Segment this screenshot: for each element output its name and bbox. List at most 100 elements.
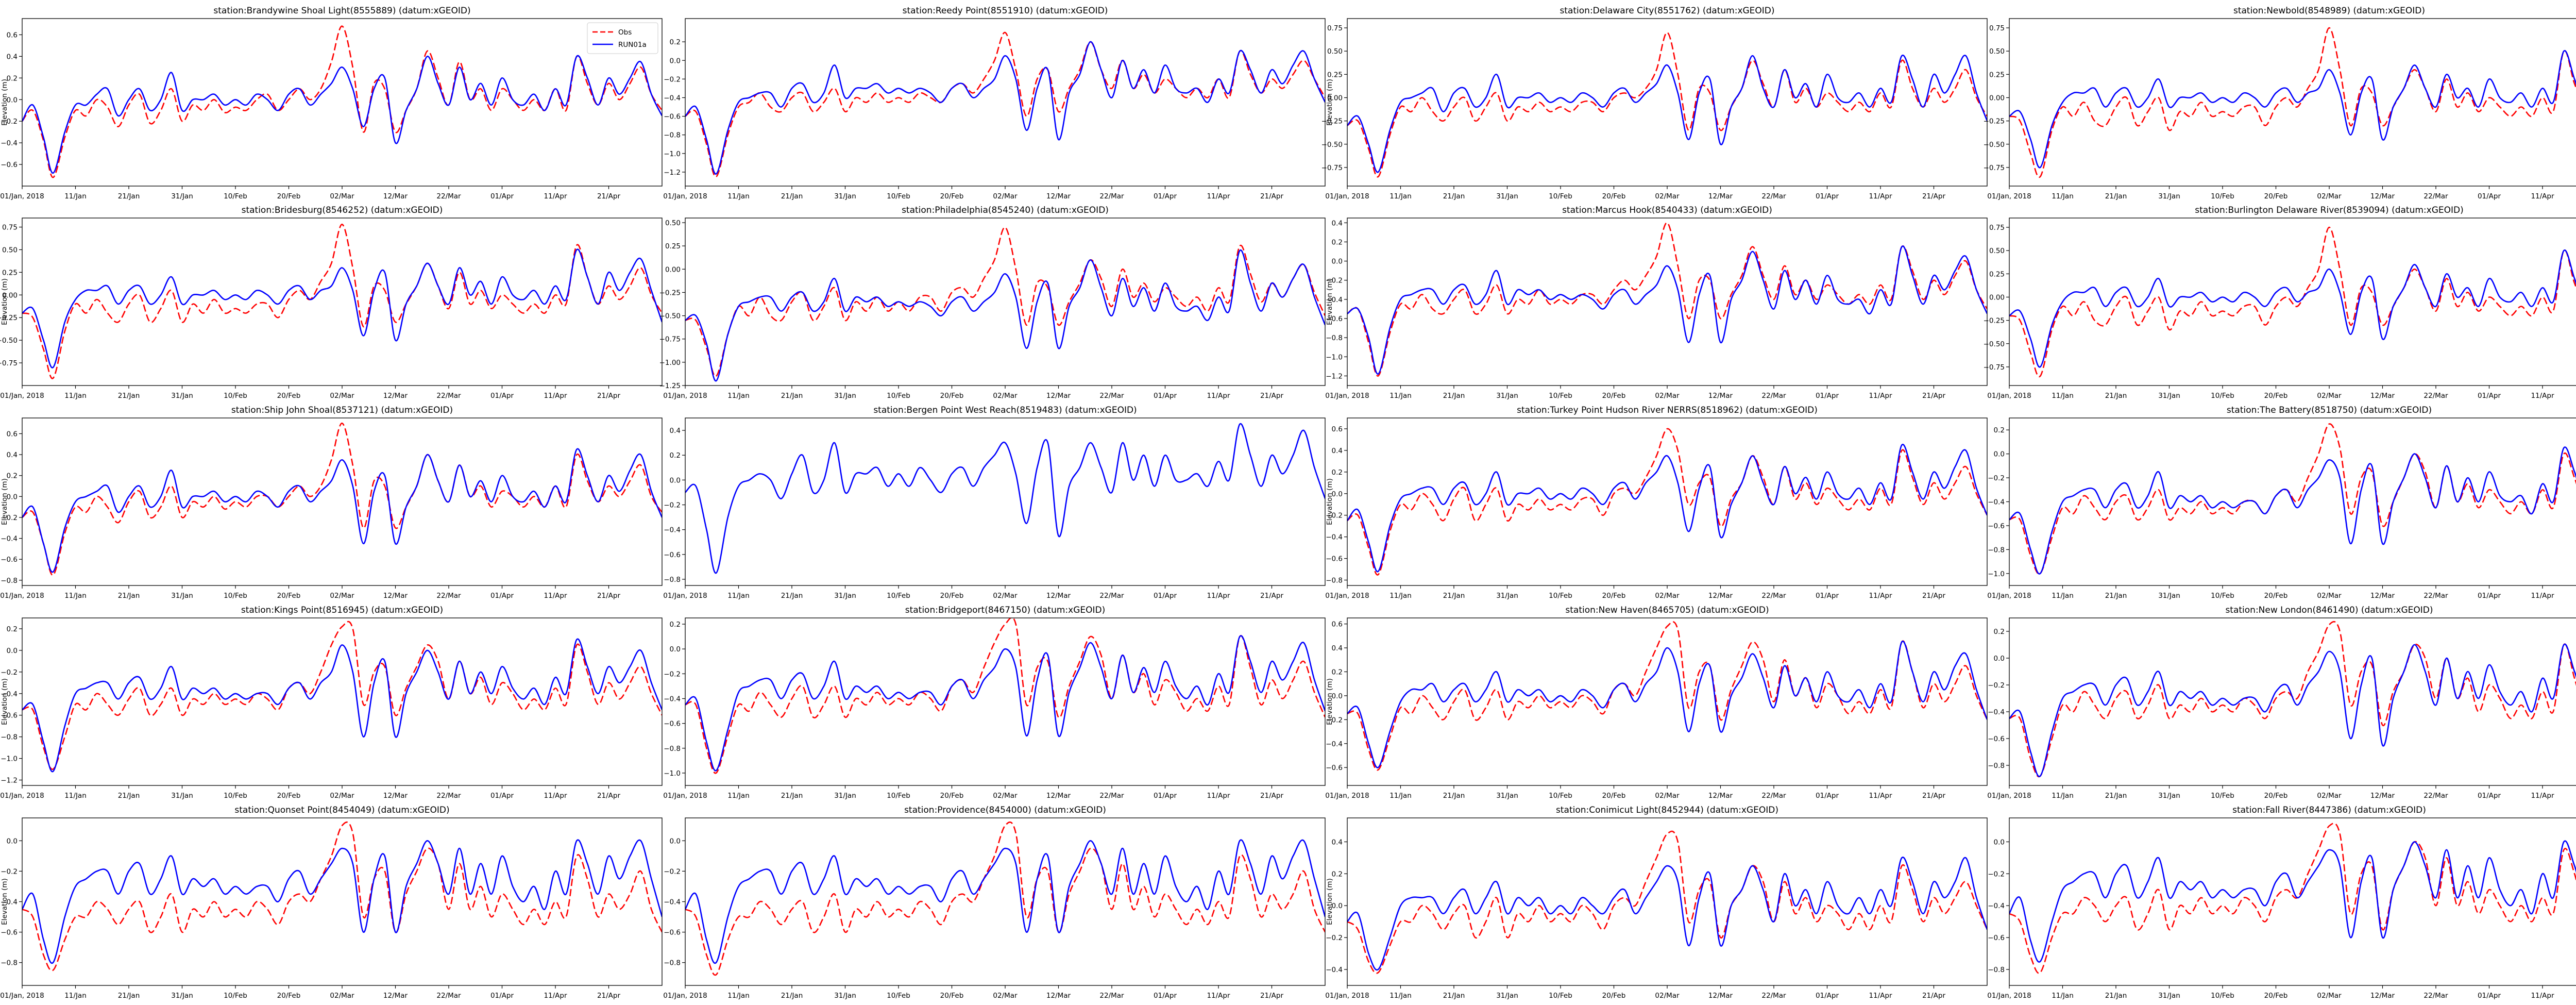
y-tick-label: −0.6 <box>664 551 681 559</box>
y-tick-label: 0.0 <box>1994 838 2005 846</box>
subplot-panel: station:Providence(8454000) (datum:xGEOI… <box>663 805 1326 1000</box>
x-tick-label: 12/Mar <box>1046 792 1071 800</box>
x-tick-label: 12/Mar <box>1046 592 1071 600</box>
panel-title: station:Quonset Point(8454049) (datum:xG… <box>234 805 449 815</box>
x-tick-label: 20/Feb <box>940 792 964 800</box>
y-tick-label: 0.00 <box>1327 94 1343 102</box>
x-tick-label: 21/Apr <box>1260 392 1284 400</box>
y-tick-label: −0.4 <box>1326 296 1343 304</box>
axes-frame <box>2009 18 2576 187</box>
x-tick-label: 01/Jan, 2018 <box>1987 992 2031 1000</box>
y-tick-label: 0.2 <box>7 472 18 480</box>
model-series-line <box>2009 50 2576 169</box>
y-tick-label: −0.50 <box>0 337 18 345</box>
x-tick-label: 12/Mar <box>1708 192 1733 200</box>
x-tick-label: 01/Jan, 2018 <box>1325 792 1369 800</box>
y-tick-label: −0.4 <box>1 139 18 147</box>
y-tick-label: −0.6 <box>1326 315 1343 323</box>
axes-frame <box>2009 217 2576 386</box>
x-tick-label: 02/Mar <box>2317 992 2342 1000</box>
axes-frame <box>22 18 663 187</box>
y-axis-label: Elevation (m) <box>1 79 9 126</box>
x-tick-label: 11/Jan <box>64 992 87 1000</box>
y-tick-label: 0.0 <box>7 647 18 655</box>
x-tick-label: 01/Apr <box>490 592 514 600</box>
y-tick-label: −0.6 <box>664 929 681 937</box>
panel-title: station:Bridgeport(8467150) (datum:xGEOI… <box>905 605 1106 615</box>
y-tick-label: −0.50 <box>659 312 681 321</box>
x-tick-label: 22/Mar <box>2424 592 2448 600</box>
x-tick-label: 22/Mar <box>436 392 461 400</box>
x-tick-label: 11/Apr <box>1869 392 1892 400</box>
y-tick-label: 0.4 <box>1332 838 1343 846</box>
y-tick-label: −0.4 <box>1 690 18 698</box>
model-series-line <box>22 55 662 174</box>
y-tick-label: 0.4 <box>670 427 681 435</box>
y-tick-label: 0.50 <box>1327 47 1343 56</box>
obs-series-line <box>2009 423 2576 575</box>
x-tick-label: 11/Jan <box>1389 792 1412 800</box>
x-tick-label: 10/Feb <box>2211 192 2234 200</box>
panel-title: station:Bridesburg(8546252) (datum:xGEOI… <box>242 205 443 215</box>
x-tick-label: 10/Feb <box>224 392 247 400</box>
model-series-line <box>1347 245 1987 375</box>
y-tick-label: −0.50 <box>1984 340 2005 348</box>
x-tick-label: 01/Jan, 2018 <box>1325 192 1369 200</box>
legend-label: RUN01a <box>618 41 647 49</box>
x-tick-label: 01/Apr <box>1816 992 1839 1000</box>
obs-series-line <box>22 822 662 971</box>
x-tick-label: 01/Jan, 2018 <box>0 592 44 600</box>
y-tick-label: −0.2 <box>1 118 18 126</box>
x-tick-label: 01/Jan, 2018 <box>1325 592 1369 600</box>
y-tick-label: 0.75 <box>1989 224 2005 232</box>
y-tick-label: 0.50 <box>2 246 18 254</box>
panel-title: station:Kings Point(8516945) (datum:xGEO… <box>241 605 443 615</box>
y-tick-label: 0.50 <box>1989 47 2005 56</box>
y-tick-label: −0.6 <box>1988 934 2005 942</box>
x-tick-label: 21/Jan <box>2105 192 2127 200</box>
x-tick-label: 11/Apr <box>1869 192 1892 200</box>
subplot-panel: station:Reedy Point(8551910) (datum:xGEO… <box>663 6 1326 200</box>
x-tick-label: 31/Jan <box>1496 192 1518 200</box>
model-series-line <box>1347 640 1987 768</box>
x-tick-label: 11/Jan <box>2052 392 2074 400</box>
y-tick-label: −1.00 <box>659 359 681 367</box>
x-tick-label: 11/Jan <box>1389 392 1412 400</box>
y-tick-label: 0.0 <box>670 837 681 845</box>
x-tick-label: 21/Jan <box>1443 192 1465 200</box>
x-tick-label: 21/Apr <box>1260 992 1284 1000</box>
y-tick-label: −1.2 <box>1326 372 1343 380</box>
x-tick-label: 01/Jan, 2018 <box>1325 992 1369 1000</box>
model-series-line <box>22 839 662 964</box>
x-tick-label: 31/Jan <box>834 592 856 600</box>
x-tick-label: 10/Feb <box>224 192 247 200</box>
x-tick-label: 31/Jan <box>1496 992 1518 1000</box>
x-tick-label: 01/Apr <box>1154 392 1177 400</box>
x-tick-label: 10/Feb <box>887 592 910 600</box>
y-axis-label: Elevation (m) <box>1326 878 1334 925</box>
y-tick-label: −1.0 <box>664 769 681 778</box>
x-tick-label: 11/Jan <box>1389 592 1412 600</box>
y-tick-label: −0.8 <box>664 576 681 584</box>
x-tick-label: 11/Jan <box>727 392 750 400</box>
y-tick-label: 0.4 <box>7 53 18 61</box>
x-tick-label: 11/Jan <box>2052 792 2074 800</box>
y-tick-label: 0.6 <box>7 430 18 438</box>
x-tick-label: 01/Apr <box>1154 592 1177 600</box>
x-tick-label: 10/Feb <box>1549 792 1572 800</box>
x-tick-label: 11/Apr <box>2531 192 2554 200</box>
subplot-panel: station:Burlington Delaware River(853909… <box>1984 205 2576 400</box>
y-tick-label: 0.0 <box>7 493 18 501</box>
x-tick-label: 12/Mar <box>383 192 408 200</box>
axes-frame <box>2009 617 2576 786</box>
y-tick-label: 0.2 <box>7 625 18 633</box>
x-tick-label: 11/Apr <box>544 792 567 800</box>
x-tick-label: 21/Jan <box>781 592 803 600</box>
y-tick-label: 0.2 <box>670 451 681 460</box>
obs-series-line <box>1347 830 1987 974</box>
y-tick-label: 0.0 <box>1332 258 1343 266</box>
x-tick-label: 21/Apr <box>1260 192 1284 200</box>
x-tick-label: 11/Jan <box>2052 192 2074 200</box>
x-tick-label: 02/Mar <box>1655 992 1680 1000</box>
x-tick-label: 02/Mar <box>993 192 1018 200</box>
